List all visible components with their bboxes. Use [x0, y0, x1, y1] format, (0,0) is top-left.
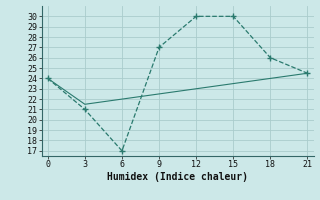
X-axis label: Humidex (Indice chaleur): Humidex (Indice chaleur) — [107, 172, 248, 182]
